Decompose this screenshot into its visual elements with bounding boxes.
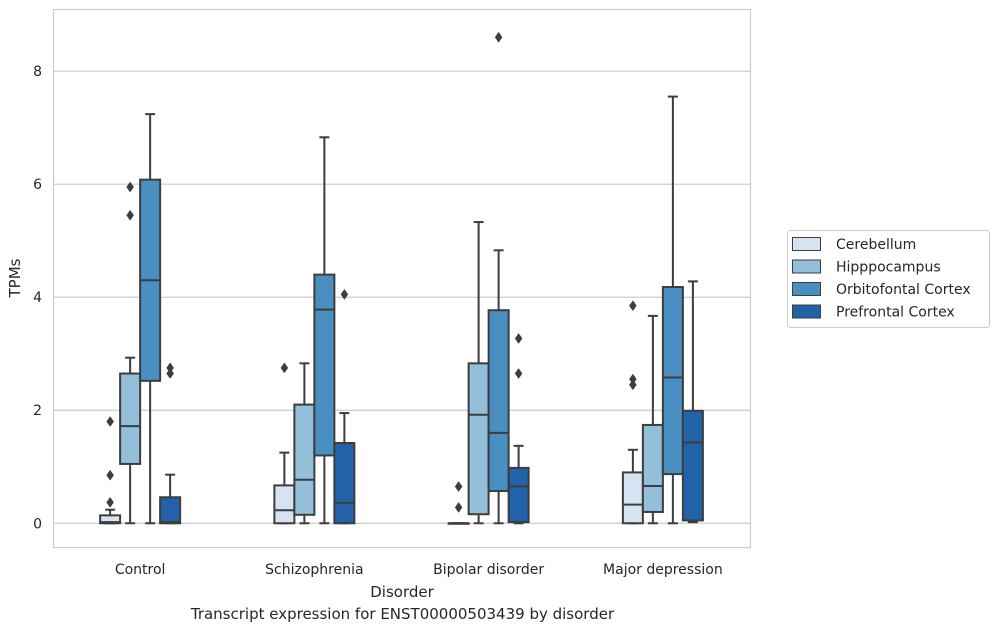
box-groups: [99, 31, 704, 525]
figure-caption: Transcript expression for ENST0000050343…: [190, 605, 615, 623]
box-hipppocampus: [119, 181, 142, 525]
legend-swatch: [792, 259, 821, 274]
outlier-point: [629, 300, 637, 312]
legend-swatch: [792, 304, 821, 319]
box-hipppocampus: [641, 314, 664, 525]
box-cerebellum: [621, 300, 644, 525]
box-hipppocampus: [293, 362, 316, 525]
x-axis-title: Disorder: [370, 583, 434, 601]
box-iqr: [467, 362, 490, 516]
box-iqr: [273, 484, 296, 525]
y-tick-label: 8: [33, 64, 42, 80]
x-tick-label: Major depression: [603, 562, 723, 578]
outlier-point: [514, 333, 523, 344]
outlier-point: [629, 373, 637, 385]
outlier-point: [106, 416, 114, 427]
legend: Cerebellum Hipppocampus Orbitofontal Corte…: [787, 230, 990, 328]
outlier-point: [454, 481, 463, 492]
legend-swatch: [792, 237, 821, 251]
plot-frame: [52, 8, 752, 549]
legend-label: Hipppocampus: [836, 260, 941, 276]
outlier-point: [280, 362, 289, 374]
y-tick-labels: 0 2 4 6 8: [33, 64, 42, 532]
box-prefrontal-cortex: [681, 280, 704, 524]
outlier-point: [454, 502, 463, 513]
box-iqr: [119, 372, 142, 465]
outlier-point: [629, 379, 637, 391]
legend-swatch: [792, 282, 821, 296]
outlier-point: [126, 209, 134, 221]
x-tick-labels: Control Schizophrenia Bipolar disorder Majo…: [115, 562, 723, 578]
y-tick-label: 0: [33, 516, 42, 532]
outlier-point: [494, 31, 503, 43]
box-iqr: [661, 286, 684, 476]
box-iqr: [507, 466, 530, 524]
box-prefrontal-cortex: [333, 288, 356, 525]
legend-label: Cerebellum: [836, 237, 916, 253]
box-orbitofontal-cortex: [139, 113, 162, 525]
box-prefrontal-cortex: [159, 362, 182, 525]
box-orbitofontal-cortex: [487, 31, 510, 525]
x-tick-label: Bipolar disorder: [433, 562, 544, 578]
box-iqr: [621, 471, 644, 525]
box-iqr: [681, 409, 704, 522]
y-tick-label: 2: [33, 403, 42, 419]
outlier-point: [106, 469, 114, 481]
y-axis-title: TPMs: [6, 258, 24, 298]
y-tick-label: 6: [33, 177, 42, 193]
x-tick-label: Schizophrenia: [265, 562, 363, 578]
box-orbitofontal-cortex: [313, 136, 336, 525]
box-prefrontal-cortex: [507, 333, 530, 525]
box-cerebellum: [447, 481, 470, 525]
box-cerebellum: [273, 362, 296, 525]
box-orbitofontal-cortex: [661, 95, 684, 525]
legend-label: Orbitofontal Cortex: [836, 282, 971, 298]
box-hipppocampus: [467, 221, 490, 525]
outlier-point: [340, 288, 349, 300]
box-iqr: [487, 309, 510, 493]
box-iqr: [641, 423, 664, 513]
outlier-point: [166, 362, 174, 374]
box-iqr: [99, 514, 122, 525]
legend-frame: [787, 230, 990, 328]
outlier-point: [166, 368, 174, 379]
box-iqr: [313, 273, 336, 457]
box-iqr: [159, 496, 182, 525]
outlier-point: [514, 368, 523, 379]
box-iqr: [333, 442, 356, 525]
outlier-point: [126, 181, 134, 193]
y-tick-label: 4: [33, 290, 42, 306]
x-tick-label: Control: [115, 562, 166, 578]
legend-label: Prefrontal Cortex: [836, 305, 955, 321]
box-iqr: [293, 403, 316, 516]
box-cerebellum: [99, 416, 122, 525]
outlier-point: [106, 496, 114, 508]
